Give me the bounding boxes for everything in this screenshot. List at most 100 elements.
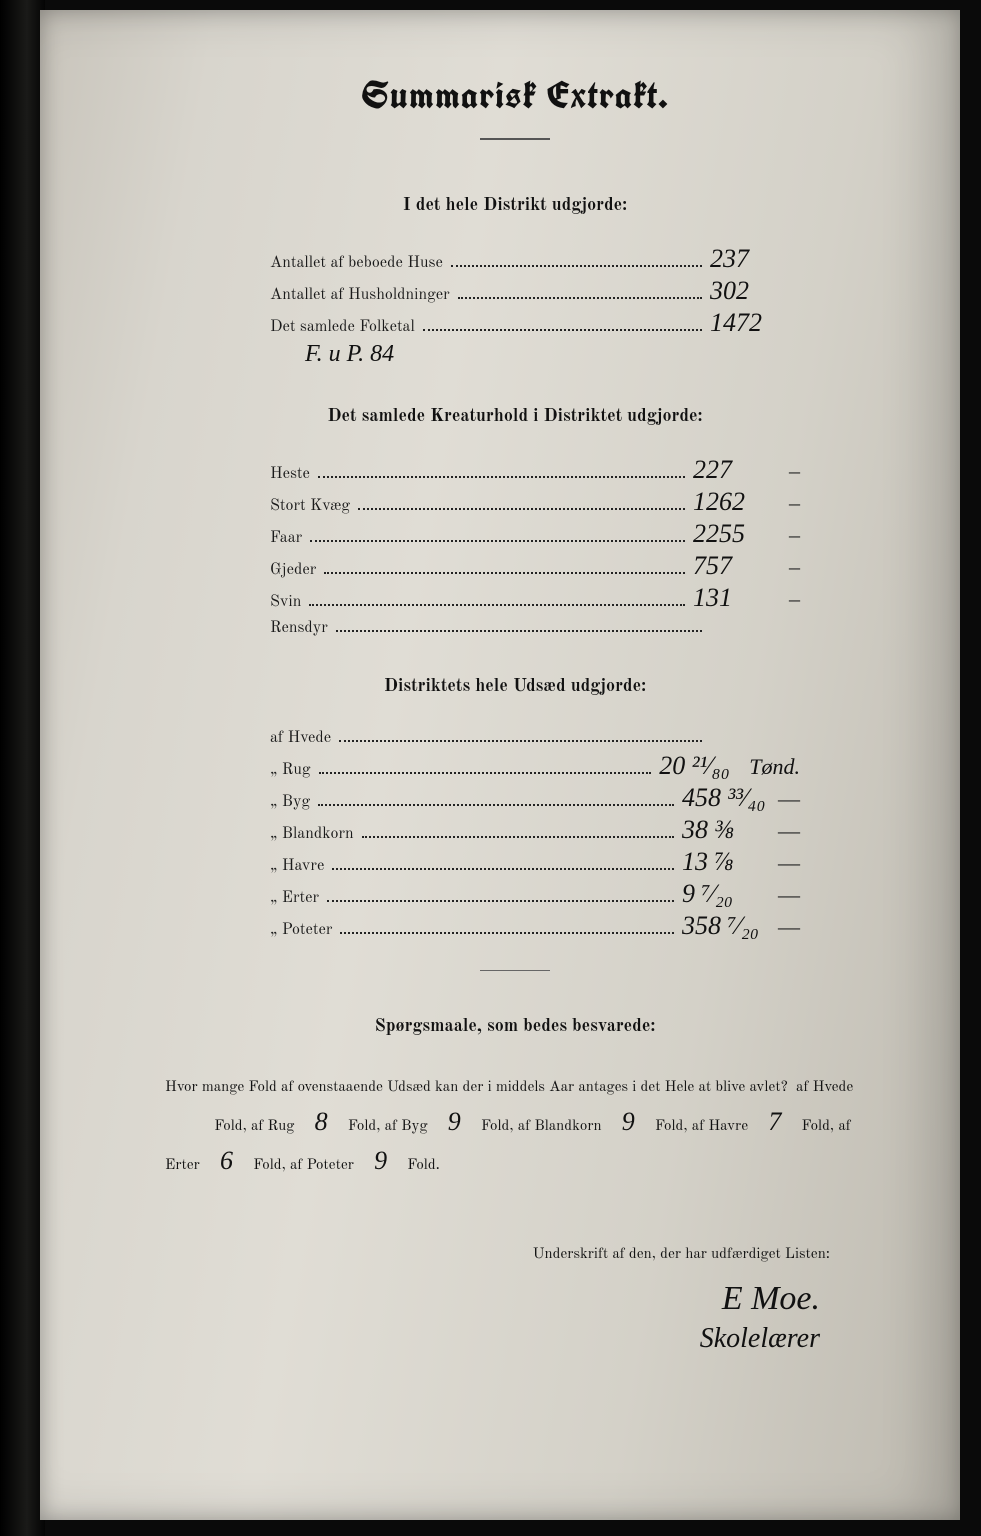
q-potet-value: 9	[358, 1151, 403, 1172]
dash-icon: –	[783, 490, 800, 516]
value-erter: 9 ⁷⁄₂₀	[682, 882, 772, 905]
row-hvede: af Hvede	[140, 728, 890, 748]
q-erter-suffix: Fold,	[253, 1158, 286, 1173]
signature-caption: Underskrift af den, der har udfærdiget L…	[140, 1245, 890, 1264]
value-kvaeg: 1262	[693, 490, 783, 513]
row-husholdninger: Antallet af Husholdninger 302	[140, 279, 890, 305]
label-bland: „ Blandkorn	[270, 824, 354, 844]
dash-icon: –	[783, 554, 800, 580]
dash-icon: –	[783, 522, 800, 548]
q-byg-suffix: Fold,	[481, 1119, 514, 1134]
label-byg: „ Byg	[270, 792, 310, 812]
q-rug-value: 8	[299, 1112, 344, 1133]
label-huse: Antallet af beboede Huse	[270, 253, 443, 273]
label-faar: Faar	[270, 528, 302, 548]
ditto-icon: —	[772, 786, 800, 812]
leader-dots	[339, 731, 702, 742]
q-potet-suffix: Fold.	[407, 1158, 440, 1173]
section1-heading: I det hele Distrikt udgjorde:	[140, 195, 890, 217]
question-heading: Spørgsmaale, som bedes besvarede:	[140, 1016, 890, 1038]
label-rug: „ Rug	[270, 760, 311, 780]
q-hvede-suffix: Fold,	[214, 1119, 247, 1134]
section2-heading: Det samlede Kreaturhold i Distriktet udg…	[140, 406, 890, 428]
book-spine	[0, 0, 45, 1536]
value-huse: 237	[710, 247, 800, 270]
label-folke: Det samlede Folketal	[270, 317, 415, 337]
row-blandkorn: „ Blandkorn 38 ⅜ —	[140, 818, 890, 844]
q-erter-value: 6	[204, 1151, 249, 1172]
row-gjeder: Gjeder 757 –	[140, 554, 890, 580]
q-byg-value: 9	[432, 1112, 477, 1133]
q-byg-label: af Byg	[385, 1119, 428, 1134]
handwritten-annotation: F. u P. 84	[140, 341, 890, 368]
value-folke: 1472	[710, 311, 800, 334]
leader-dots	[318, 795, 674, 806]
leader-dots	[318, 467, 685, 478]
label-potet: „ Poteter	[270, 920, 332, 940]
value-gjed: 757	[693, 554, 783, 577]
q-bland-value: 9	[606, 1112, 651, 1133]
title-rule	[480, 138, 550, 140]
section3-heading: Distriktets hele Udsæd udgjorde:	[140, 676, 890, 698]
label-erter: „ Erter	[270, 888, 319, 908]
leader-dots	[451, 256, 702, 267]
leader-dots	[327, 891, 674, 902]
leader-dots	[423, 320, 702, 331]
value-hush: 302	[710, 279, 800, 302]
ditto-icon: —	[772, 914, 800, 940]
row-heste: Heste 227 –	[140, 458, 890, 484]
ditto-icon: —	[772, 818, 800, 844]
page-title: Summarisk Extrakt.	[140, 70, 890, 120]
leader-dots	[362, 827, 674, 838]
row-poteter: „ Poteter 358 ⁷⁄₂₀ —	[140, 914, 890, 940]
row-faar: Faar 2255 –	[140, 522, 890, 548]
row-folketal: Det samlede Folketal 1472	[140, 311, 890, 337]
value-svin: 131	[693, 586, 783, 609]
row-kvaeg: Stort Kvæg 1262 –	[140, 490, 890, 516]
leader-dots	[310, 531, 685, 542]
q-hvede-label: af Hvede	[796, 1080, 853, 1095]
q-havre-suffix: Fold,	[802, 1119, 835, 1134]
question-lead: Hvor mange Fold af ovenstaaende Udsæd ka…	[165, 1080, 788, 1095]
label-gjed: Gjeder	[270, 560, 316, 580]
label-havre: „ Havre	[270, 856, 324, 876]
leader-dots	[340, 923, 674, 934]
signature-name: E Moe.	[140, 1278, 890, 1321]
unit-rug: Tønd.	[749, 757, 800, 777]
leader-dots	[458, 288, 702, 299]
leader-dots	[358, 499, 685, 510]
leader-dots	[319, 763, 652, 774]
row-havre: „ Havre 13 ⅞ —	[140, 850, 890, 876]
leader-dots	[324, 563, 685, 574]
q-bland-suffix: Fold,	[655, 1119, 688, 1134]
q-rug-label: af Rug	[251, 1119, 294, 1134]
signature-role: Skolelærer	[140, 1321, 890, 1356]
leader-dots	[332, 859, 674, 870]
row-rensdyr: Rensdyr	[140, 618, 890, 638]
q-havre-value: 7	[752, 1112, 797, 1133]
question-paragraph: Hvor mange Fold af ovenstaaende Udsæd ka…	[140, 1068, 890, 1185]
label-kvaeg: Stort Kvæg	[270, 496, 350, 516]
value-bland: 38 ⅜	[682, 818, 772, 841]
leader-dots	[309, 595, 685, 606]
ditto-icon: —	[772, 850, 800, 876]
value-rug: 20 ²¹⁄₈₀	[659, 754, 749, 777]
page: Summarisk Extrakt. I det hele Distrikt u…	[40, 10, 960, 1520]
q-rug-suffix: Fold,	[348, 1119, 381, 1134]
row-svin: Svin 131 –	[140, 586, 890, 612]
q-havre-label: af Havre	[692, 1119, 748, 1134]
label-rens: Rensdyr	[270, 618, 328, 638]
ditto-icon: —	[772, 882, 800, 908]
value-havre: 13 ⅞	[682, 850, 772, 873]
section-rule	[480, 970, 550, 971]
dash-icon: –	[783, 458, 800, 484]
value-potet: 358 ⁷⁄₂₀	[682, 914, 772, 937]
value-faar: 2255	[693, 522, 783, 545]
label-hvede: af Hvede	[270, 728, 331, 748]
q-potet-label: af Poteter	[290, 1158, 354, 1173]
row-erter: „ Erter 9 ⁷⁄₂₀ —	[140, 882, 890, 908]
label-hush: Antallet af Husholdninger	[270, 285, 450, 305]
q-bland-label: af Blandkorn	[518, 1119, 602, 1134]
leader-dots	[336, 621, 702, 632]
row-rug: „ Rug 20 ²¹⁄₈₀ Tønd.	[140, 754, 890, 780]
